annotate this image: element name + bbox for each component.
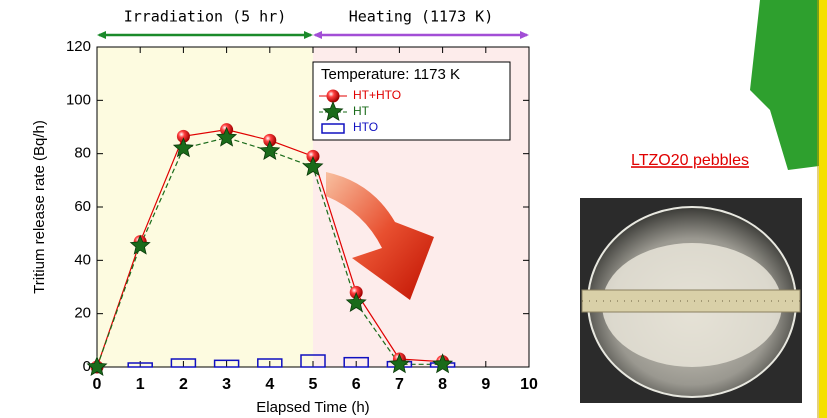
x-tick-label: 2 (179, 376, 188, 393)
y-tick-label: 60 (74, 198, 91, 215)
y-tick-label: 0 (83, 358, 91, 375)
legend-label: HT+HTO (353, 88, 401, 102)
y-tick-label: 40 (74, 251, 91, 268)
arrow-head (97, 31, 106, 39)
y-tick-label: 20 (74, 305, 91, 322)
region-label: Irradiation (5 hr) (124, 8, 287, 26)
arrow-head (304, 31, 313, 39)
y-axis-label: Tritium release rate (Bq/h) (31, 120, 48, 294)
decoration (750, 0, 827, 170)
x-tick-label: 1 (136, 376, 145, 393)
x-tick-label: 5 (309, 376, 318, 393)
x-tick-label: 6 (352, 376, 361, 393)
x-tick-label: 0 (93, 376, 102, 393)
x-axis-label: Elapsed Time (h) (256, 399, 369, 416)
arrow-head (313, 31, 322, 39)
y-tick-label: 120 (66, 38, 91, 55)
legend-label: HTO (353, 120, 378, 134)
x-tick-label: 10 (520, 376, 538, 393)
y-tick-label: 80 (74, 145, 91, 162)
x-tick-label: 9 (481, 376, 490, 393)
decoration (819, 0, 827, 418)
legend-label: HT (353, 104, 370, 118)
legend-marker (327, 90, 340, 103)
region (97, 47, 313, 367)
region-label: Heating (1173 K) (349, 8, 494, 26)
x-tick-label: 7 (395, 376, 404, 393)
x-tick-label: 8 (438, 376, 447, 393)
x-tick-label: 3 (222, 376, 231, 393)
y-tick-label: 100 (66, 91, 91, 108)
arrow-head (520, 31, 529, 39)
photo-caption: LTZO20 pebbles (631, 152, 749, 169)
photo (580, 198, 802, 403)
legend-title: Temperature: 1173 K (321, 66, 460, 83)
x-tick-label: 4 (265, 376, 274, 393)
chart: LTZO20 pebbles Tritium release rate (Bq/… (0, 0, 827, 418)
